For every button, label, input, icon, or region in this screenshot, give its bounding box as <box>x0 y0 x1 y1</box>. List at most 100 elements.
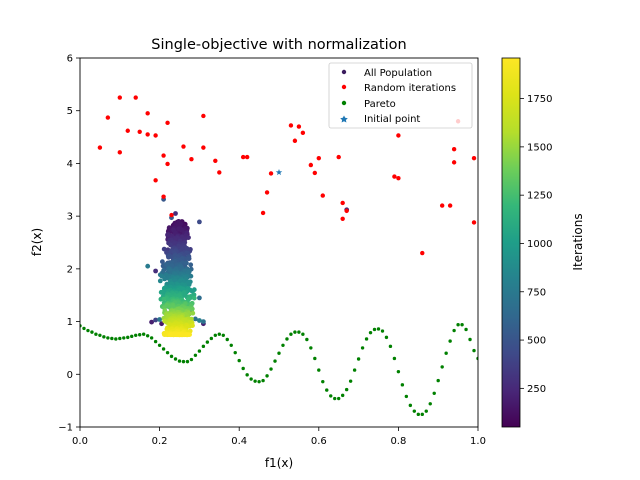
pareto-point <box>420 412 424 417</box>
population-point <box>188 273 194 279</box>
colorbar-tick-label: 1750 <box>527 94 552 105</box>
random-iteration-point <box>396 133 401 138</box>
pareto-point <box>309 346 313 350</box>
random-iteration-point <box>201 145 206 150</box>
random-iteration-point <box>320 193 325 198</box>
random-iteration-point <box>105 115 111 120</box>
random-iteration-point <box>213 158 218 163</box>
chart-title: Single-objective with normalization <box>151 37 406 53</box>
pareto-point <box>149 336 154 340</box>
population-point <box>179 227 185 233</box>
pareto-point <box>118 336 122 341</box>
y-axis: −1 0 1 2 3 4 5 6 <box>58 54 80 434</box>
pareto-point <box>452 328 456 333</box>
random-iteration-point <box>447 203 453 208</box>
colorbar: 250 500 750 1000 1250 1500 1750 Iterations <box>501 57 585 428</box>
x-tick-label: 0.0 <box>72 436 88 447</box>
population-point <box>173 211 178 216</box>
pareto-point <box>233 350 237 355</box>
random-iteration-point <box>451 146 457 152</box>
random-iteration-point <box>117 150 123 155</box>
pareto-point <box>460 323 464 327</box>
pareto-point <box>229 343 233 347</box>
random-iteration-point <box>392 174 397 179</box>
pareto-point <box>380 329 385 333</box>
pareto-point <box>432 391 436 395</box>
pareto-point <box>340 393 345 398</box>
colorbar-tick-label: 1500 <box>527 142 552 153</box>
population-point <box>184 260 189 266</box>
pareto-point <box>110 336 114 341</box>
random-iteration-point <box>97 145 103 150</box>
pareto-point <box>138 333 142 337</box>
x-axis: 0.0 0.2 0.4 0.6 0.8 1.0 <box>72 427 486 447</box>
population-point <box>161 296 167 302</box>
random-iteration-point <box>420 250 425 256</box>
x-tick-label: 0.6 <box>311 436 327 447</box>
random-iteration-point <box>268 171 274 176</box>
population-point <box>190 310 196 316</box>
pareto-point <box>257 379 261 384</box>
random-iteration-point <box>296 124 302 129</box>
pareto-point <box>130 334 134 339</box>
pareto-point <box>313 356 317 361</box>
pareto-point <box>225 337 229 342</box>
pareto-point <box>325 388 329 392</box>
pareto-point <box>285 337 289 341</box>
pareto-point <box>245 373 249 377</box>
pareto-point <box>217 332 221 336</box>
random-iteration-point <box>161 194 166 199</box>
population-point <box>186 279 192 285</box>
x-tick-label: 0.2 <box>152 436 168 447</box>
pareto-point <box>134 333 138 337</box>
random-iteration-point <box>340 200 345 206</box>
pareto-point <box>106 336 110 340</box>
population-point <box>166 303 172 309</box>
random-iteration-point <box>145 132 150 137</box>
random-iteration-point <box>340 216 345 221</box>
pareto-point <box>468 337 472 342</box>
plot-area <box>80 95 478 417</box>
population-point <box>153 268 159 274</box>
pareto-point <box>82 326 86 331</box>
random-iteration-point <box>165 161 170 167</box>
pareto-point <box>237 358 241 363</box>
pareto-point <box>400 383 405 387</box>
pareto-point <box>86 328 90 333</box>
pareto-point <box>321 379 325 384</box>
random-iteration-point <box>125 128 130 133</box>
random-iteration-point <box>153 178 158 183</box>
pareto-point <box>265 374 269 378</box>
population-point <box>197 295 202 301</box>
pareto-point <box>372 327 377 332</box>
population-point <box>161 246 167 252</box>
x-tick-label: 0.8 <box>390 436 406 447</box>
pareto-point <box>205 340 210 344</box>
population-point <box>189 306 195 312</box>
population-point <box>187 328 193 334</box>
pareto-point <box>440 365 444 369</box>
pareto-point <box>165 350 170 355</box>
pareto-point <box>193 353 198 358</box>
random-iteration-point <box>439 203 445 208</box>
legend-label-random-iterations: Random iterations <box>364 83 456 94</box>
population-point <box>145 263 151 269</box>
population-point <box>149 319 155 325</box>
pareto-point <box>102 335 106 339</box>
pareto-point <box>197 349 202 353</box>
pareto-point <box>169 354 174 359</box>
x-tick-label: 0.4 <box>231 436 247 447</box>
colorbar-label: Iterations <box>571 213 585 270</box>
pareto-point <box>253 379 257 383</box>
legend-marker-initial-point-star-icon <box>340 115 348 123</box>
population-point <box>165 232 170 238</box>
pareto-point <box>301 332 305 336</box>
pareto-point <box>456 323 460 327</box>
colorbar-tick-label: 250 <box>527 384 546 395</box>
colorbar-tick-label: 1250 <box>527 191 552 202</box>
random-iteration-point <box>137 129 142 134</box>
pareto-point <box>317 368 321 372</box>
random-iteration-point <box>312 170 318 176</box>
population-point <box>197 318 202 323</box>
